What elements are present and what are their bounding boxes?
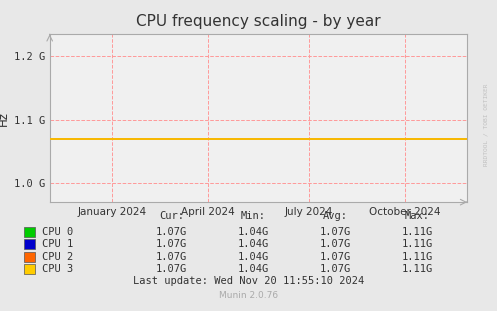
Text: 1.11G: 1.11G — [402, 239, 433, 249]
Text: 1.04G: 1.04G — [238, 252, 269, 262]
Text: Munin 2.0.76: Munin 2.0.76 — [219, 291, 278, 300]
Text: 1.07G: 1.07G — [320, 252, 351, 262]
Text: Min:: Min: — [241, 211, 266, 221]
Text: 1.07G: 1.07G — [320, 227, 351, 237]
Text: 1.11G: 1.11G — [402, 264, 433, 274]
Text: RRDTOOL / TOBI OETIKER: RRDTOOL / TOBI OETIKER — [484, 83, 489, 166]
Text: 1.07G: 1.07G — [156, 252, 187, 262]
Text: CPU 0: CPU 0 — [42, 227, 74, 237]
Text: Avg:: Avg: — [323, 211, 348, 221]
Text: 1.07G: 1.07G — [320, 239, 351, 249]
Text: Cur:: Cur: — [159, 211, 184, 221]
Text: CPU 2: CPU 2 — [42, 252, 74, 262]
Text: 1.04G: 1.04G — [238, 227, 269, 237]
Title: CPU frequency scaling - by year: CPU frequency scaling - by year — [136, 14, 381, 29]
Text: 1.07G: 1.07G — [156, 227, 187, 237]
Text: CPU 1: CPU 1 — [42, 239, 74, 249]
Text: Last update: Wed Nov 20 11:55:10 2024: Last update: Wed Nov 20 11:55:10 2024 — [133, 276, 364, 286]
Text: 1.04G: 1.04G — [238, 264, 269, 274]
Text: Max:: Max: — [405, 211, 430, 221]
Y-axis label: Hz: Hz — [0, 111, 9, 126]
Text: 1.11G: 1.11G — [402, 252, 433, 262]
Text: 1.07G: 1.07G — [320, 264, 351, 274]
Text: 1.07G: 1.07G — [156, 264, 187, 274]
Text: CPU 3: CPU 3 — [42, 264, 74, 274]
Text: 1.04G: 1.04G — [238, 239, 269, 249]
Text: 1.07G: 1.07G — [156, 239, 187, 249]
Text: 1.11G: 1.11G — [402, 227, 433, 237]
